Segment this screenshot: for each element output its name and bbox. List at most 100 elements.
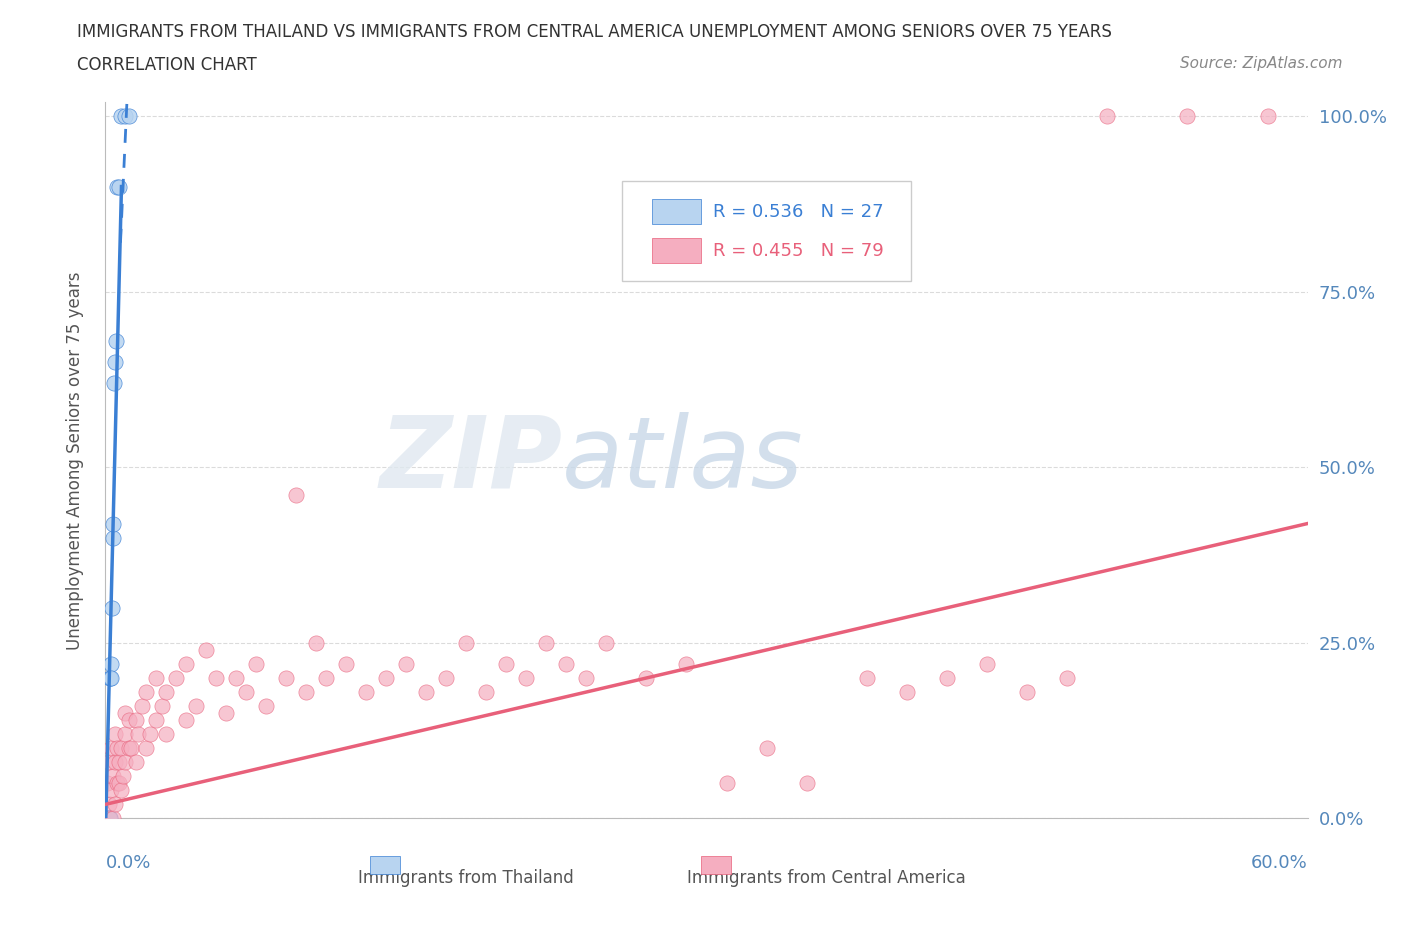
Point bbox=[284, 488, 307, 503]
Point bbox=[96, 811, 118, 826]
Point bbox=[104, 726, 127, 741]
Point bbox=[235, 684, 257, 699]
Point bbox=[555, 657, 578, 671]
Point bbox=[103, 376, 125, 391]
Point bbox=[110, 741, 132, 756]
Point bbox=[96, 776, 118, 790]
Point bbox=[107, 741, 129, 756]
Point bbox=[315, 671, 337, 685]
Point bbox=[395, 657, 418, 671]
Point bbox=[112, 769, 135, 784]
Point bbox=[97, 811, 120, 826]
Text: CORRELATION CHART: CORRELATION CHART bbox=[77, 56, 257, 73]
Point bbox=[107, 776, 129, 790]
Point bbox=[145, 712, 167, 727]
Point bbox=[100, 671, 122, 685]
Point bbox=[305, 635, 328, 650]
Point bbox=[434, 671, 457, 685]
Point bbox=[456, 635, 478, 650]
Point bbox=[98, 811, 121, 826]
Point bbox=[110, 109, 132, 124]
Point bbox=[100, 783, 122, 798]
Point bbox=[96, 811, 118, 826]
Point bbox=[108, 179, 131, 194]
Point bbox=[204, 671, 226, 685]
Text: Source: ZipAtlas.com: Source: ZipAtlas.com bbox=[1180, 56, 1343, 71]
Point bbox=[103, 516, 125, 531]
Bar bbox=[700, 857, 731, 874]
Point bbox=[375, 671, 398, 685]
Point bbox=[225, 671, 247, 685]
Text: atlas: atlas bbox=[562, 412, 804, 509]
Point bbox=[107, 179, 129, 194]
Point bbox=[245, 657, 267, 671]
Point bbox=[121, 741, 143, 756]
Point bbox=[1056, 671, 1078, 685]
Point bbox=[515, 671, 537, 685]
Point bbox=[114, 109, 136, 124]
Point bbox=[105, 334, 128, 349]
Text: 60.0%: 60.0% bbox=[1251, 854, 1308, 872]
Text: IMMIGRANTS FROM THAILAND VS IMMIGRANTS FROM CENTRAL AMERICA UNEMPLOYMENT AMONG S: IMMIGRANTS FROM THAILAND VS IMMIGRANTS F… bbox=[77, 23, 1112, 41]
Point bbox=[114, 726, 136, 741]
Point bbox=[575, 671, 598, 685]
Point bbox=[636, 671, 658, 685]
Point bbox=[100, 671, 122, 685]
Point bbox=[335, 657, 357, 671]
Point bbox=[100, 671, 122, 685]
Point bbox=[145, 671, 167, 685]
Point bbox=[295, 684, 318, 699]
Point bbox=[174, 657, 197, 671]
Point bbox=[103, 769, 125, 784]
Text: Immigrants from Central America: Immigrants from Central America bbox=[688, 869, 966, 886]
Text: Immigrants from Thailand: Immigrants from Thailand bbox=[359, 869, 574, 886]
Text: R = 0.455   N = 79: R = 0.455 N = 79 bbox=[713, 242, 883, 259]
Point bbox=[138, 726, 160, 741]
Point bbox=[1177, 109, 1199, 124]
Point bbox=[114, 706, 136, 721]
FancyBboxPatch shape bbox=[623, 181, 911, 282]
Point bbox=[131, 698, 153, 713]
Point bbox=[214, 706, 236, 721]
Point bbox=[1097, 109, 1119, 124]
Point bbox=[114, 755, 136, 770]
Point bbox=[98, 811, 121, 826]
Point bbox=[155, 726, 177, 741]
Point bbox=[135, 741, 157, 756]
Point bbox=[595, 635, 617, 650]
Point bbox=[98, 755, 121, 770]
Point bbox=[98, 797, 121, 812]
Point bbox=[108, 755, 131, 770]
Point bbox=[415, 684, 437, 699]
Point bbox=[124, 755, 146, 770]
Point bbox=[98, 811, 121, 826]
Point bbox=[165, 671, 187, 685]
Point bbox=[127, 726, 149, 741]
Point bbox=[100, 741, 122, 756]
Text: 0.0%: 0.0% bbox=[105, 854, 150, 872]
Y-axis label: Unemployment Among Seniors over 75 years: Unemployment Among Seniors over 75 years bbox=[66, 272, 84, 649]
Point bbox=[110, 783, 132, 798]
Point bbox=[118, 109, 141, 124]
Point bbox=[194, 643, 217, 658]
Point bbox=[184, 698, 207, 713]
Point bbox=[100, 657, 122, 671]
Point bbox=[108, 776, 131, 790]
Point bbox=[101, 601, 124, 616]
Point bbox=[103, 811, 125, 826]
Point bbox=[976, 657, 998, 671]
Point bbox=[174, 712, 197, 727]
Point bbox=[495, 657, 517, 671]
Point bbox=[104, 755, 127, 770]
Point bbox=[1257, 109, 1279, 124]
Point bbox=[104, 354, 127, 369]
Point bbox=[124, 712, 146, 727]
Point bbox=[150, 698, 173, 713]
Bar bbox=[652, 238, 700, 263]
Point bbox=[354, 684, 377, 699]
Point bbox=[97, 811, 120, 826]
Point bbox=[118, 741, 141, 756]
Bar bbox=[652, 199, 700, 224]
Point bbox=[855, 671, 877, 685]
Point bbox=[896, 684, 918, 699]
